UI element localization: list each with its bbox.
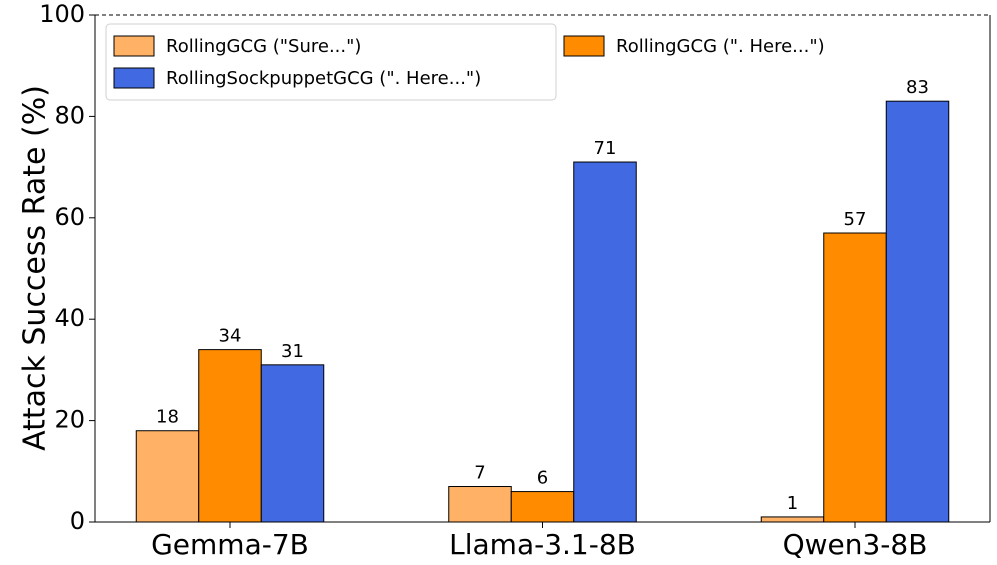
bar [510,491,575,523]
bar [135,430,200,523]
y-tick-label: 20 [54,406,85,434]
bar [885,100,950,523]
legend-swatch [113,35,155,57]
y-tick-label: 40 [54,304,85,332]
legend-label: RollingGCG (". Here...") [616,36,825,57]
legend-label: RollingSockpuppetGCG (". Here...") [166,68,481,89]
x-tick-label: Qwen3-8B [783,528,928,561]
y-axis-label: Attack Success Rate (%) [18,85,53,451]
bar [198,349,262,523]
value-label: 34 [219,326,242,347]
bar [760,516,825,523]
y-tick-label: 60 [54,203,85,231]
value-label: 7 [474,463,485,484]
y-tick-label: 0 [70,507,85,535]
value-label: 83 [906,77,929,98]
bar [823,232,887,523]
value-label: 31 [281,341,304,362]
bar [573,161,637,523]
bar [448,486,512,523]
x-tick-label: Llama-3.1-8B [449,528,636,561]
legend-swatch [113,67,155,89]
bar [260,364,325,523]
y-tick-label: 80 [54,101,85,129]
value-label: 1 [787,493,798,514]
legend-box [105,23,557,101]
value-label: 6 [537,468,548,489]
value-label: 18 [156,407,179,428]
legend-label: RollingGCG ("Sure...") [166,36,361,57]
y-tick-label: 100 [39,0,85,28]
value-label: 57 [844,209,867,230]
legend-swatch [563,35,605,57]
x-tick-label: Gemma-7B [151,528,309,561]
value-label: 71 [594,138,617,159]
